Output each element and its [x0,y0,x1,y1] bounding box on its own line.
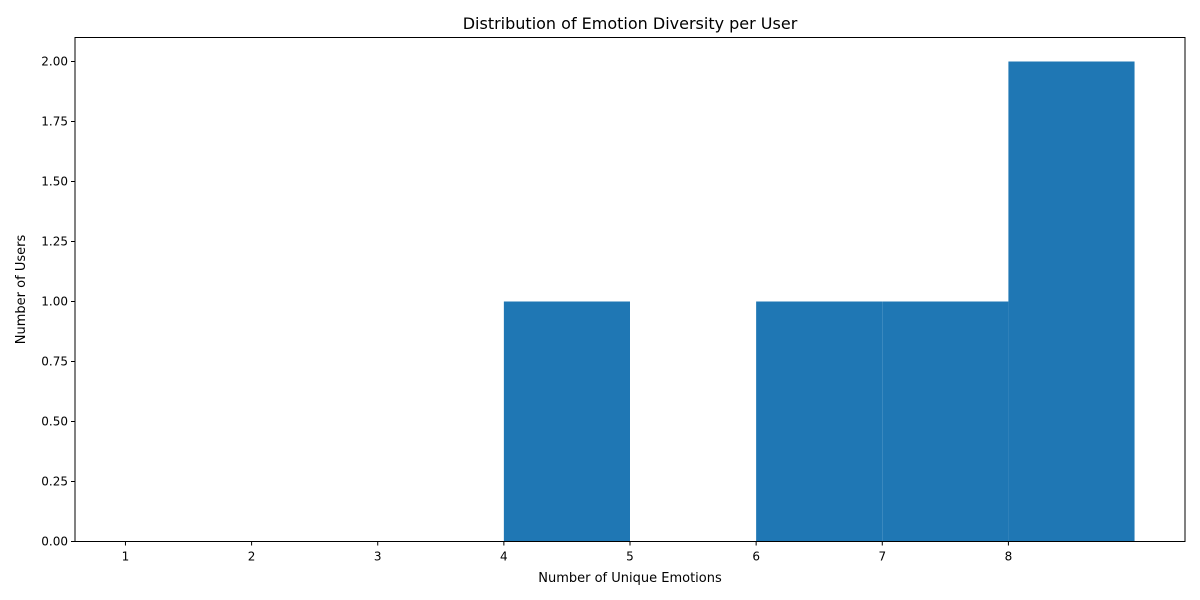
chart-title: Distribution of Emotion Diversity per Us… [463,14,798,33]
bars-group [503,61,1135,542]
y-tick-label: 0.75 [41,355,68,369]
y-tick-label: 1.50 [41,175,68,189]
y-tick-label: 0.25 [41,475,68,489]
y-tick-label: 1.25 [41,235,68,249]
y-tick-label: 0.00 [41,535,68,549]
y-tick-label: 2.00 [41,55,68,69]
x-tick-label: 4 [500,550,508,564]
x-tick-label: 5 [626,550,634,564]
y-tick-label: 1.75 [41,115,68,129]
x-tick-label: 6 [752,550,760,564]
histogram-bar [503,301,630,542]
x-tick-label: 2 [248,550,256,564]
x-tick-label: 8 [1005,550,1013,564]
plot-frame [74,37,1186,542]
x-tick-label: 3 [374,550,382,564]
x-tick-label: 1 [122,550,130,564]
x-axis-ticks: 1 2 3 4 5 6 7 8 [122,541,1013,564]
y-axis-label: Number of Users [14,235,29,345]
x-axis-label: Number of Unique Emotions [538,571,722,586]
histogram-bar [1008,61,1135,542]
histogram-bar [756,301,883,542]
y-tick-label: 0.50 [41,415,68,429]
y-tick-label: 1.00 [41,295,68,309]
y-axis-ticks: 0.00 0.25 0.50 0.75 1.00 1.25 1.50 1.75 2.00 [41,55,75,549]
histogram-bar [882,301,1009,542]
x-tick-label: 7 [878,550,886,564]
